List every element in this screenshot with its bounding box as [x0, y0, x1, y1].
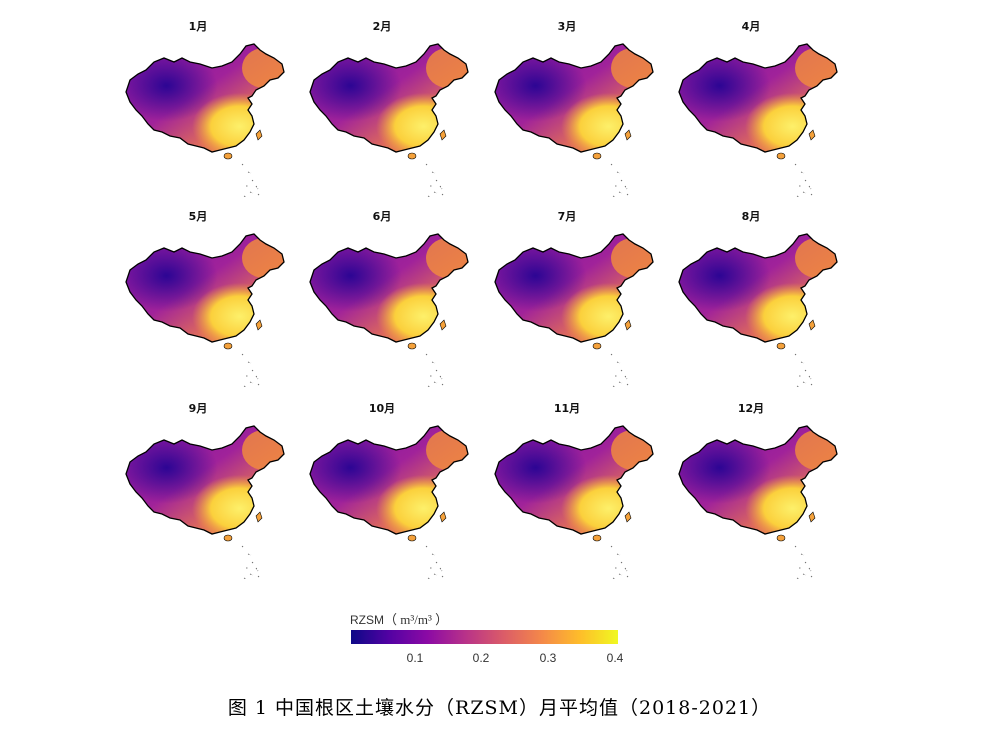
colorbar-legend: RZSM（ m³/m³ ） 0.1 0.2 0.3 0.4	[350, 609, 640, 669]
china-rzsm-map	[309, 43, 469, 198]
china-rzsm-map	[494, 233, 654, 388]
legend-unit: m³/m³	[400, 612, 432, 627]
china-rzsm-map	[125, 233, 285, 388]
month-map-panel: 3月	[487, 18, 667, 203]
china-rzsm-map	[125, 43, 285, 198]
month-label: 5月	[188, 210, 208, 223]
china-rzsm-map	[678, 425, 838, 580]
month-map-panel: 7月	[487, 208, 667, 393]
month-map-panel: 10月	[302, 400, 482, 585]
month-map-panel: 9月	[118, 400, 298, 585]
monthly-map-grid: 1月 2月	[118, 18, 851, 585]
month-label: 6月	[372, 210, 392, 223]
month-map-panel: 4月	[671, 18, 851, 203]
legend-tick: 0.4	[606, 651, 624, 665]
figure-caption: 图 1 中国根区土壤水分（RZSM）月平均值（2018-2021）	[227, 697, 772, 719]
month-map-panel: 11月	[487, 400, 667, 585]
month-label: 10月	[368, 402, 396, 415]
month-label: 4月	[741, 20, 761, 33]
legend-tick: 0.2	[472, 651, 490, 665]
month-map-panel: 8月	[671, 208, 851, 393]
month-map-panel: 6月	[302, 208, 482, 393]
month-map-panel: 1月	[118, 18, 298, 203]
month-label: 11月	[553, 402, 581, 415]
colorbar	[351, 630, 618, 644]
month-label: 12月	[737, 402, 765, 415]
month-map-panel: 2月	[302, 18, 482, 203]
month-map-panel: 5月	[118, 208, 298, 393]
china-rzsm-map	[494, 43, 654, 198]
china-rzsm-map	[125, 425, 285, 580]
month-label: 9月	[188, 402, 208, 415]
month-label: 1月	[188, 20, 208, 33]
month-label: 3月	[557, 20, 577, 33]
china-rzsm-map	[678, 233, 838, 388]
china-rzsm-map	[309, 233, 469, 388]
china-rzsm-map	[309, 425, 469, 580]
legend-variable: RZSM	[350, 613, 384, 627]
month-label: 8月	[741, 210, 761, 223]
month-label: 7月	[557, 210, 577, 223]
china-rzsm-map	[678, 43, 838, 198]
legend-tick: 0.1	[406, 651, 424, 665]
month-map-panel: 12月	[671, 400, 851, 585]
china-rzsm-map	[494, 425, 654, 580]
legend-title: RZSM（ m³/m³ ）	[350, 612, 449, 627]
month-label: 2月	[372, 20, 392, 33]
legend-tick: 0.3	[539, 651, 557, 665]
